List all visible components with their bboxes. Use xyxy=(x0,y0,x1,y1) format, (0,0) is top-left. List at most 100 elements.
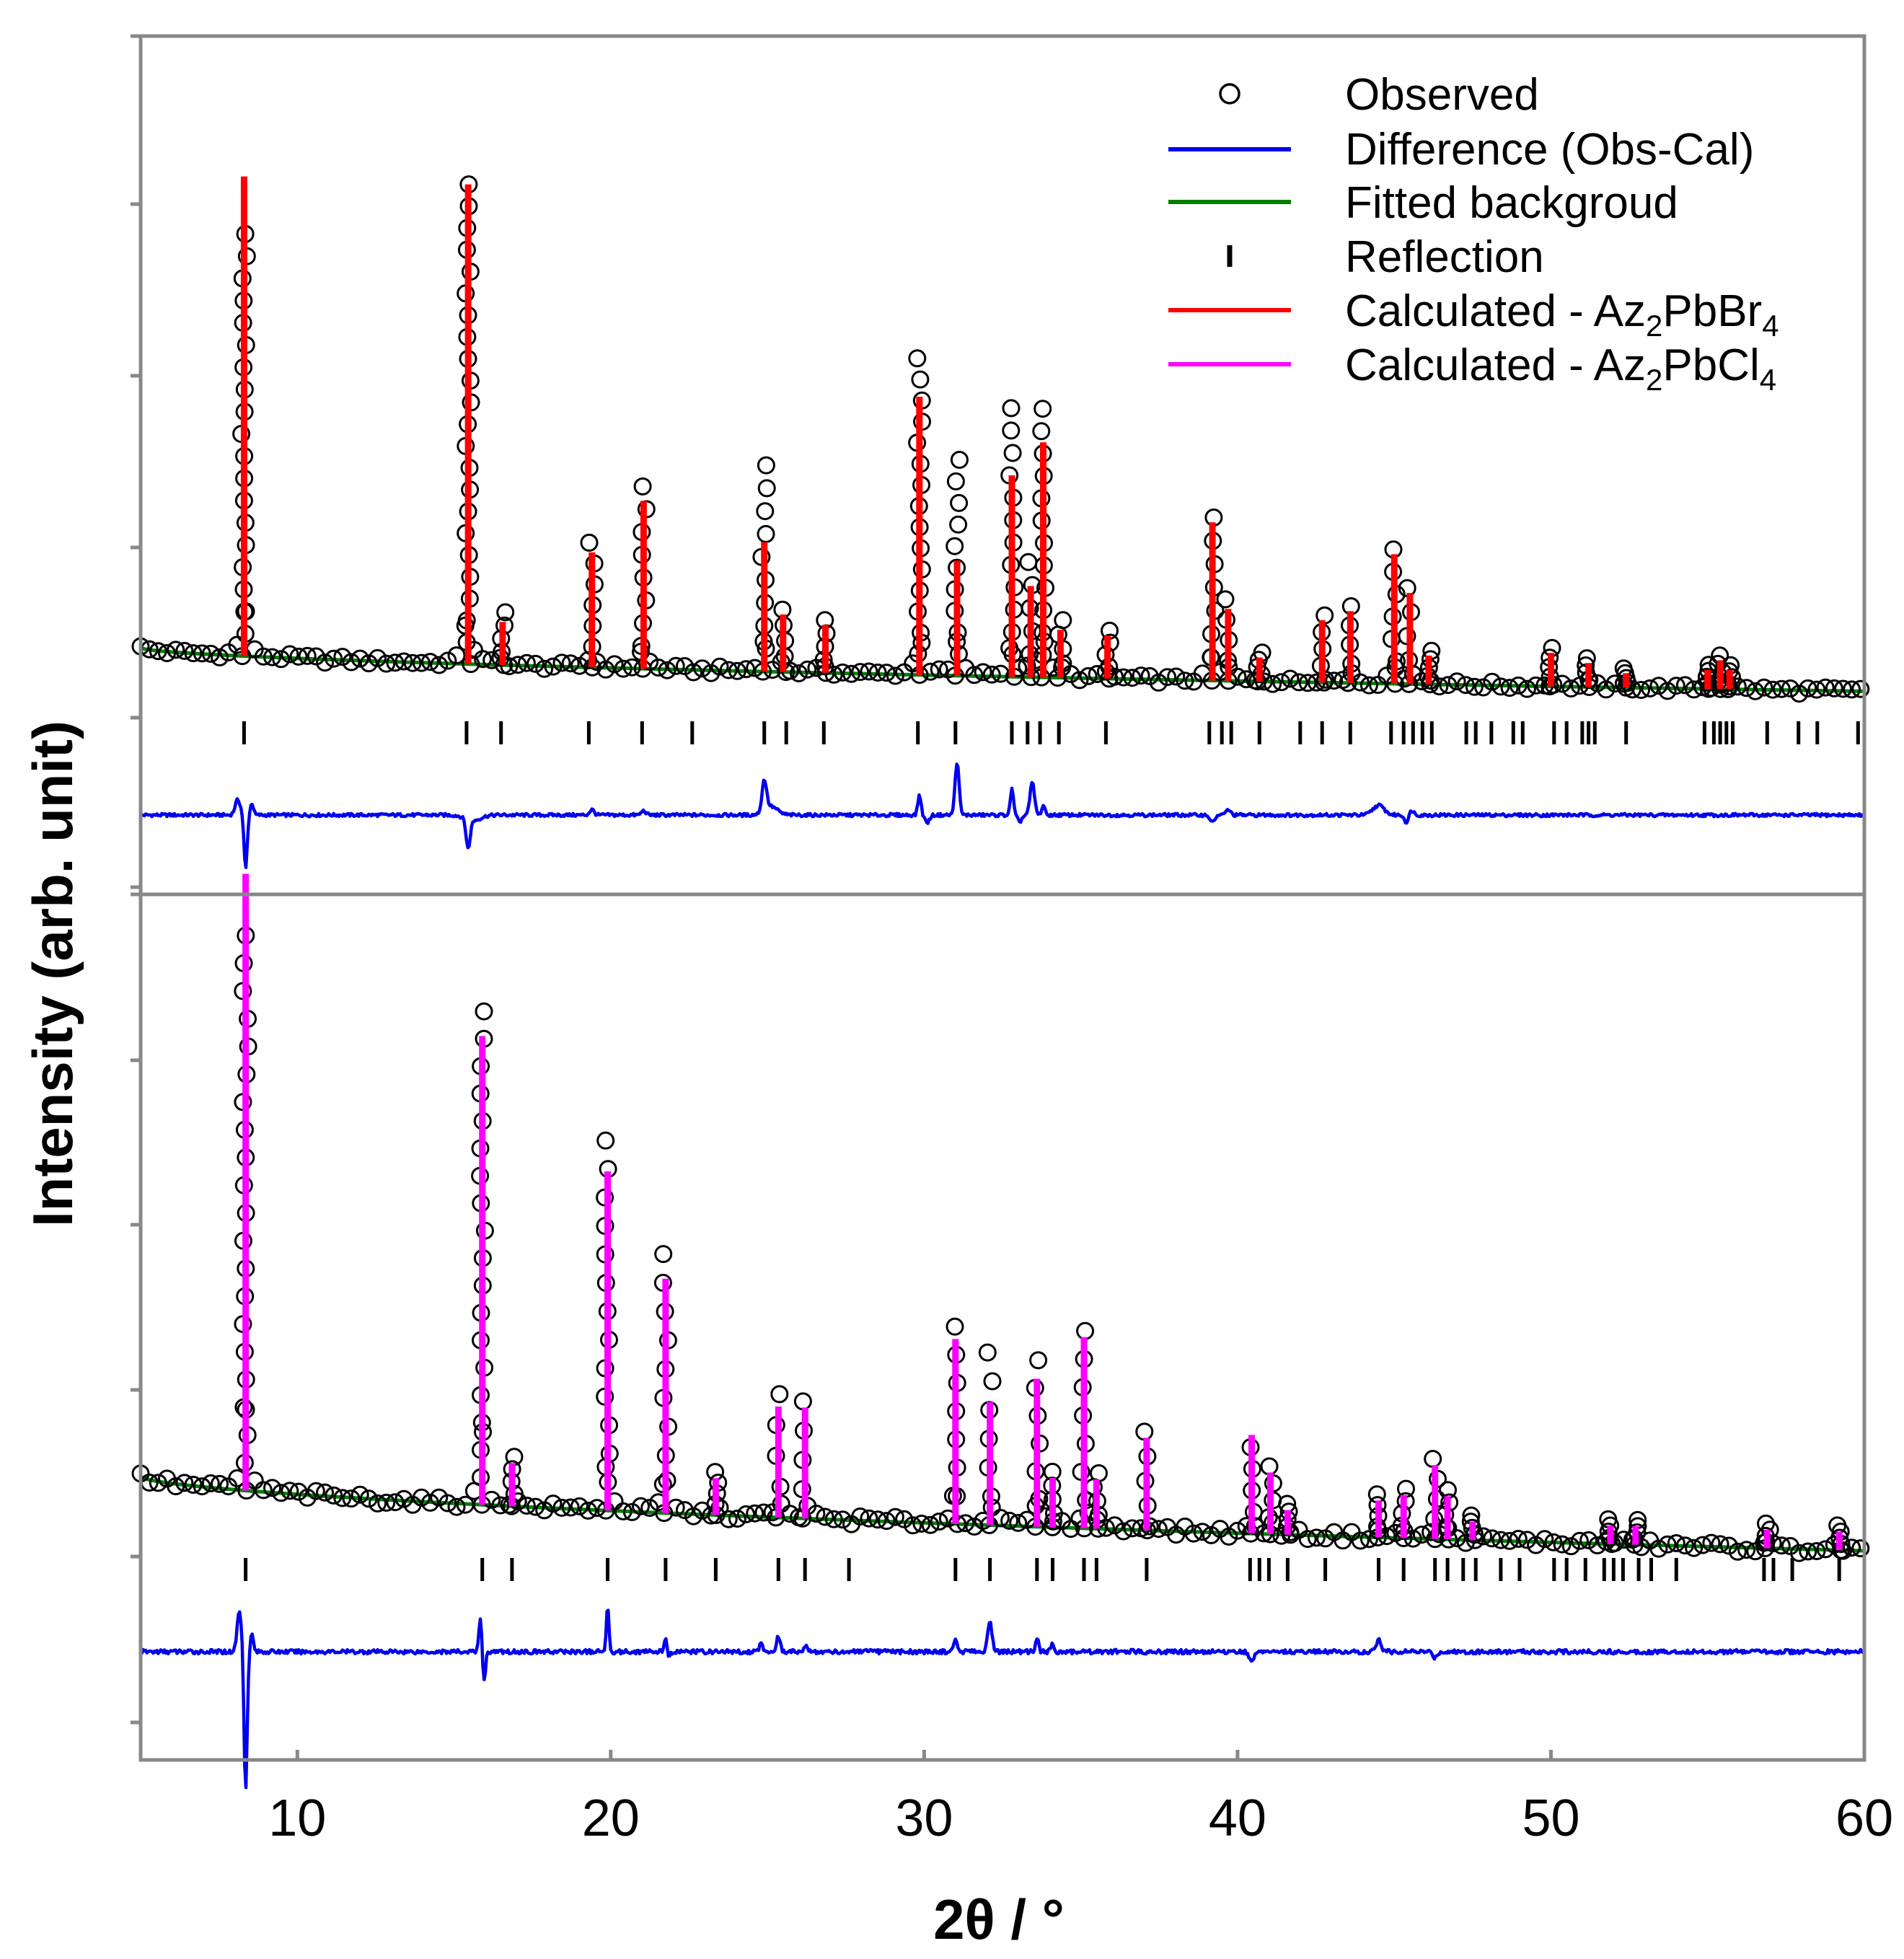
observed-point xyxy=(1228,1521,1247,1540)
observed-point xyxy=(184,1476,203,1494)
observed-point xyxy=(447,1497,466,1516)
panel-bottom-frame xyxy=(138,892,1866,1762)
observed-point xyxy=(930,1513,948,1531)
observed-point xyxy=(535,659,554,678)
observed-point xyxy=(351,649,369,668)
observed-point xyxy=(167,640,185,659)
observed-point xyxy=(1614,1531,1633,1549)
observed-point xyxy=(868,1510,887,1529)
observed-point xyxy=(1456,676,1475,695)
observed-point xyxy=(1254,672,1273,691)
legend-calc-cl-label: Calculated - Az2PbCl4 xyxy=(1345,340,1776,397)
observed-point xyxy=(1527,676,1546,695)
observed-point xyxy=(201,1474,220,1492)
observed-point xyxy=(333,648,352,666)
observed-point xyxy=(719,1510,738,1528)
observed-point xyxy=(1851,1539,1870,1558)
legend-background-label: Fitted backgroud xyxy=(1345,178,1678,228)
observed-point xyxy=(421,653,439,672)
observed-point xyxy=(868,664,887,682)
observed-point xyxy=(421,1493,439,1512)
observed-point xyxy=(1114,668,1133,687)
observed-point xyxy=(561,654,580,673)
observed-point xyxy=(580,533,599,552)
observed-point xyxy=(447,646,466,665)
observed-point xyxy=(1737,1541,1756,1559)
observed-point xyxy=(949,515,968,534)
observed-point xyxy=(842,664,860,683)
observed-point xyxy=(950,493,969,512)
observed-point xyxy=(1790,684,1809,703)
observed-point xyxy=(684,1507,702,1526)
observed-point xyxy=(614,659,633,678)
observed-point xyxy=(1002,399,1021,418)
observed-point xyxy=(570,1497,589,1515)
observed-point xyxy=(978,1343,997,1362)
observed-point xyxy=(175,641,194,660)
observed-point xyxy=(982,665,1001,684)
observed-point xyxy=(1737,679,1756,697)
observed-point xyxy=(1649,677,1668,695)
observed-point xyxy=(1500,679,1519,697)
observed-point xyxy=(1272,1526,1291,1545)
observed-point xyxy=(193,644,211,663)
observed-point xyxy=(950,451,969,469)
observed-point xyxy=(614,1502,633,1520)
observed-point xyxy=(1746,682,1765,700)
legend-observed-marker xyxy=(1219,83,1240,105)
observed-point xyxy=(552,1498,571,1517)
observed-point xyxy=(632,1497,650,1515)
observed-point xyxy=(342,1489,361,1508)
observed-point xyxy=(1807,680,1826,699)
observed-point xyxy=(1605,674,1624,693)
observed-point xyxy=(1641,679,1660,697)
observed-point xyxy=(1447,672,1466,691)
observed-point xyxy=(851,663,870,682)
observed-point xyxy=(561,1498,580,1517)
observed-point xyxy=(316,653,334,672)
observed-point xyxy=(526,654,545,673)
observed-point xyxy=(816,1507,834,1526)
observed-point xyxy=(1491,1531,1510,1549)
observed-point xyxy=(359,654,378,673)
observed-point xyxy=(395,652,413,671)
observed-point xyxy=(386,653,405,672)
observed-point xyxy=(307,1482,325,1500)
observed-point xyxy=(886,666,904,685)
observed-point xyxy=(728,1510,746,1528)
observed-point xyxy=(790,664,808,682)
observed-point xyxy=(851,1507,870,1526)
observed-point xyxy=(289,647,308,666)
observed-point xyxy=(1272,673,1291,692)
observed-point xyxy=(754,1503,773,1522)
observed-point xyxy=(369,1494,387,1513)
observed-point xyxy=(1439,676,1458,695)
x-tick-label: 10 xyxy=(268,1789,326,1847)
observed-point xyxy=(684,663,702,682)
observed-point xyxy=(904,1516,922,1535)
observed-point xyxy=(298,646,317,665)
legend-observed-label: Observed xyxy=(1345,70,1539,120)
observed-point xyxy=(430,656,449,674)
observed-point xyxy=(211,648,229,666)
observed-point xyxy=(1509,676,1528,695)
observed-point xyxy=(211,1474,229,1493)
observed-point xyxy=(1158,668,1177,687)
observed-point xyxy=(1851,679,1870,698)
observed-point xyxy=(342,653,361,672)
observed-point xyxy=(1781,679,1799,697)
observed-point xyxy=(1649,1539,1668,1558)
difference-curve xyxy=(140,762,1866,869)
observed-point xyxy=(737,660,755,679)
observed-point xyxy=(666,656,685,675)
observed-point xyxy=(824,665,843,684)
observed-point xyxy=(1711,1535,1729,1554)
observed-point xyxy=(1579,1531,1598,1549)
observed-point xyxy=(1000,1511,1019,1530)
observed-point xyxy=(877,664,896,682)
observed-point xyxy=(1002,421,1021,440)
x-tick-label: 20 xyxy=(582,1789,640,1847)
observed-point xyxy=(254,1481,273,1500)
observed-point xyxy=(1843,1538,1861,1557)
observed-point xyxy=(1799,1542,1817,1561)
